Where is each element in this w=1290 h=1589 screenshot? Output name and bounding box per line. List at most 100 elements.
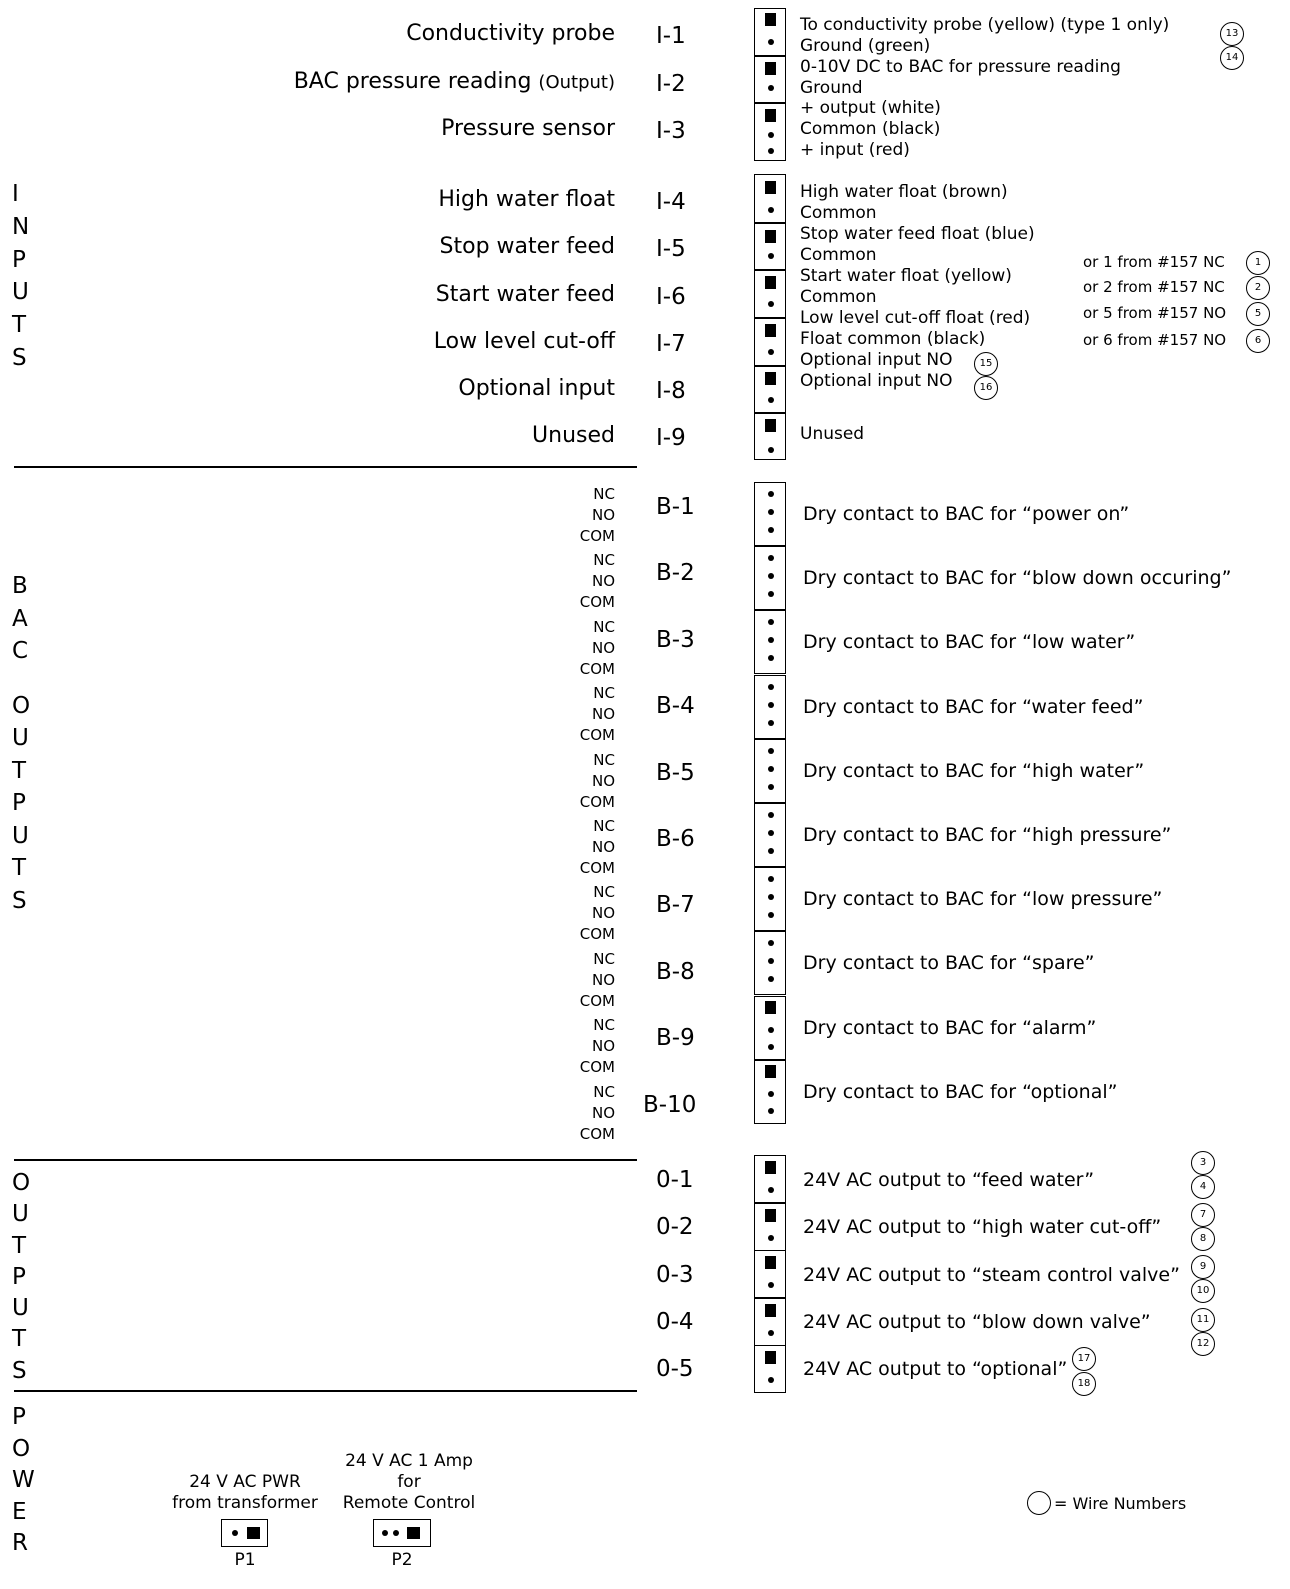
wire-5-circle: 5 — [1246, 302, 1270, 326]
wire-18-circle: 18 — [1072, 1372, 1096, 1396]
section-letter: S — [12, 1357, 27, 1384]
bac-terminal-5: B-5 — [656, 759, 695, 786]
round-pin-icon — [767, 253, 774, 259]
input-label-text: Pressure sensor — [441, 116, 615, 141]
terminal-block-i3 — [754, 103, 786, 161]
input-label-5: Stop water feed — [0, 234, 615, 260]
round-pin-icon — [767, 619, 774, 626]
input-terminal-7: I-7 — [656, 331, 686, 357]
contact-label-nc: NC — [593, 1016, 615, 1035]
input-label-4: High water float — [0, 187, 615, 213]
square-pin-icon — [765, 181, 776, 194]
input-desc-1-2: Ground (green) — [800, 36, 931, 56]
round-pin-icon — [767, 491, 774, 497]
input-label-text: Stop water feed — [439, 234, 615, 259]
contact-label-com: COM — [579, 859, 615, 877]
round-pin-icon — [767, 132, 774, 138]
round-pin-icon — [232, 1530, 238, 1536]
wire-8-circle: 8 — [1191, 1227, 1215, 1252]
terminal-block-i2 — [754, 56, 786, 103]
contact-label-nc: NC — [593, 949, 615, 968]
bac-desc-2: Dry contact to BAC for “blow down occuri… — [803, 567, 1232, 590]
section-letter: B — [12, 573, 28, 599]
contact-label-no: NO — [591, 705, 615, 724]
square-pin-icon — [765, 1161, 776, 1174]
round-pin-icon — [767, 1282, 774, 1289]
contact-label-com: COM — [579, 1124, 615, 1143]
terminal-block-o4 — [754, 1297, 786, 1346]
wire-7-circle: 7 — [1191, 1203, 1215, 1228]
bac-desc-9: Dry contact to BAC for “alarm” — [803, 1016, 1097, 1039]
wire-1-circle: 1 — [1246, 251, 1270, 275]
terminal-block-b2 — [754, 546, 786, 611]
output-desc-1: 24V AC output to “feed water” — [803, 1169, 1095, 1191]
bac-terminal-4: B-4 — [656, 693, 695, 720]
round-pin-icon — [767, 1043, 774, 1050]
legend-text: = Wire Numbers — [1054, 1494, 1187, 1513]
wire-17-circle: 17 — [1072, 1347, 1096, 1371]
contact-label-com: COM — [579, 527, 615, 545]
section-letter: P — [12, 1404, 26, 1430]
round-pin-icon — [767, 301, 774, 307]
bac-desc-3: Dry contact to BAC for “low water” — [803, 631, 1136, 654]
round-pin-icon — [767, 637, 774, 644]
round-pin-icon — [767, 876, 774, 883]
output-terminal-1: 0-1 — [656, 1167, 694, 1193]
wire-14-circle: 14 — [1220, 46, 1244, 70]
terminal-block-o1 — [754, 1155, 786, 1203]
round-pin-icon — [767, 148, 774, 154]
bac-terminal-1: B-1 — [656, 494, 695, 520]
input-terminal-1: I-1 — [656, 23, 686, 49]
contact-label-nc: NC — [593, 551, 615, 570]
round-pin-icon — [767, 701, 774, 708]
input-desc-6-2: Common — [800, 287, 877, 307]
input-label-text: BAC pressure reading — [293, 69, 532, 94]
round-pin-icon — [767, 1329, 774, 1336]
round-pin-icon — [767, 207, 774, 213]
section-divider — [14, 1390, 637, 1392]
input-desc-7-1: Low level cut-off float (red) — [800, 308, 1031, 328]
contact-label-nc: NC — [593, 750, 615, 769]
bac-desc-4: Dry contact to BAC for “water feed” — [803, 695, 1144, 718]
round-pin-icon — [767, 765, 774, 772]
section-divider — [14, 1159, 637, 1161]
bac-terminal-10: B-10 — [643, 1091, 697, 1118]
round-pin-icon — [767, 747, 774, 754]
terminal-block-b8 — [754, 931, 786, 996]
input-desc-3-1: + output (white) — [800, 98, 941, 118]
section-letter: U — [12, 725, 29, 751]
contact-label-nc: NC — [593, 684, 615, 703]
input-label-text: Optional input — [458, 376, 615, 401]
contact-label-com: COM — [579, 792, 615, 811]
bac-desc-10: Dry contact to BAC for “optional” — [803, 1080, 1118, 1103]
round-pin-icon — [767, 1187, 774, 1193]
p1-caption-2: from transformer — [172, 1493, 318, 1513]
round-pin-icon — [767, 1234, 774, 1241]
contact-label-no: NO — [591, 970, 615, 989]
bac-desc-8: Dry contact to BAC for “spare” — [803, 952, 1095, 975]
square-pin-icon — [765, 419, 776, 432]
square-pin-icon — [765, 109, 776, 122]
wire-3-circle: 3 — [1191, 1151, 1215, 1175]
round-pin-icon — [767, 783, 774, 790]
input-desc-5-1: Stop water feed float (blue) — [800, 224, 1035, 244]
section-letter: P — [12, 1263, 26, 1290]
wire-4-circle: 4 — [1191, 1175, 1215, 1199]
square-pin-icon — [765, 62, 776, 75]
terminal-block-b9 — [754, 995, 786, 1060]
round-pin-icon — [767, 1090, 774, 1097]
terminal-block-i8 — [754, 366, 786, 413]
terminal-block-i4 — [754, 174, 786, 223]
section-letter: O — [12, 1170, 31, 1196]
input-terminal-6: I-6 — [656, 284, 686, 310]
contact-label-no: NO — [591, 838, 615, 856]
round-pin-icon — [767, 85, 774, 91]
terminal-block-b1 — [754, 482, 786, 546]
input-label-2: BAC pressure reading (Output) — [0, 69, 615, 96]
input-label-text: Start water feed — [435, 282, 615, 307]
section-letter: U — [12, 1295, 29, 1322]
section-letter: T — [12, 1326, 27, 1353]
square-pin-icon — [247, 1527, 260, 1539]
